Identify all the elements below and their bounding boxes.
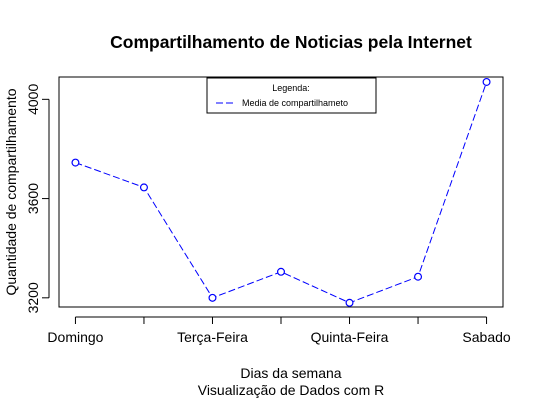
y-axis: 3200 3600 4000 bbox=[25, 84, 50, 313]
x-axis-label: Dias da semana bbox=[240, 365, 341, 381]
data-point bbox=[277, 267, 286, 276]
y-tick-label: 4000 bbox=[25, 84, 41, 115]
y-tick-label: 3600 bbox=[25, 183, 41, 214]
y-axis-label: Quantidade de compartilhamento bbox=[3, 88, 19, 295]
chart-title: Compartilhamento de Noticias pela Intern… bbox=[110, 32, 472, 52]
legend-box bbox=[206, 77, 377, 114]
data-point bbox=[208, 293, 217, 302]
data-point bbox=[482, 77, 491, 86]
data-point bbox=[71, 158, 80, 167]
legend-title: Legenda: bbox=[272, 83, 310, 93]
x-axis-sublabel: Visualização de Dados com R bbox=[198, 382, 385, 398]
x-tick-label: Terça-Feira bbox=[177, 329, 248, 345]
legend: Legenda: Media de compartilhameto bbox=[206, 77, 377, 114]
legend-entry-label: Media de compartilhameto bbox=[242, 98, 348, 108]
plot-box bbox=[58, 76, 504, 308]
series-points bbox=[71, 77, 491, 307]
x-axis: Domingo Terça-Feira Quinta-Feira Sabado bbox=[47, 316, 511, 345]
x-tick-label: Quinta-Feira bbox=[311, 329, 389, 345]
x-tick-label: Sabado bbox=[462, 329, 510, 345]
y-tick-label: 3200 bbox=[25, 282, 41, 313]
data-point bbox=[345, 298, 354, 307]
data-point bbox=[414, 272, 423, 281]
data-point bbox=[139, 183, 148, 192]
x-tick-label: Domingo bbox=[47, 329, 103, 345]
